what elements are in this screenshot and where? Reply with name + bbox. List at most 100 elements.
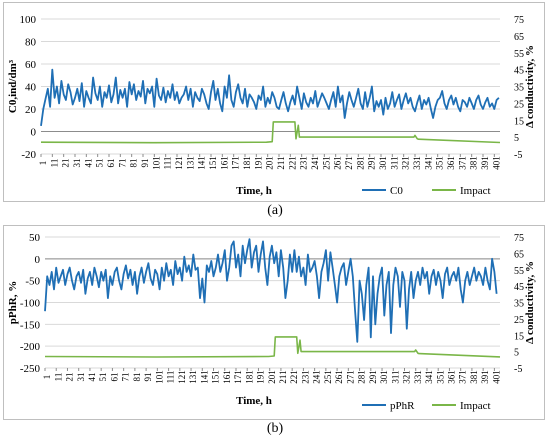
x-tick-label: 61 xyxy=(109,373,119,382)
x-tick-label: 251 xyxy=(321,156,331,170)
x-tick-label: 291 xyxy=(367,156,377,170)
x-tick-label: 191 xyxy=(253,156,263,170)
x-tick-label: 201 xyxy=(265,156,275,170)
x-tick-label: 1 xyxy=(38,161,48,166)
legend-label: Impact xyxy=(460,185,491,197)
y2-tick-label: 75 xyxy=(514,233,524,244)
y2-tick-label: 45 xyxy=(514,282,524,293)
y-tick-label: 80 xyxy=(25,37,37,49)
x-tick-label: 131 xyxy=(185,156,195,170)
x-tick-label: 331 xyxy=(413,370,423,384)
y-tick-label: 100 xyxy=(20,14,37,26)
y-tick-label: -200 xyxy=(20,341,41,353)
x-tick-label: 381 xyxy=(469,370,479,384)
y-tick-label: -20 xyxy=(21,149,36,161)
series-line-impact xyxy=(44,336,501,358)
x-tick-label: 181 xyxy=(242,156,252,170)
x-tick-label: 341 xyxy=(423,156,433,170)
y-tick-label: -150 xyxy=(20,319,41,331)
y2-tick-label: 65 xyxy=(514,249,524,260)
y2-tick-label: -5 xyxy=(514,364,522,375)
x-tick-label: 41 xyxy=(87,373,97,382)
chart-panel-b: -250 -200 -150 -100 -50 0 50 -5 5 15 25 35 45 55 65 75 1… xyxy=(3,225,545,420)
y2-axis-title: Δ conductivity, % xyxy=(524,45,536,128)
x-tick-label: 131 xyxy=(188,370,198,384)
x-tick-label: 271 xyxy=(345,370,355,384)
legend-label: Impact xyxy=(460,400,491,412)
x-tick-label: 51 xyxy=(98,373,108,382)
x-tick-label: 11 xyxy=(49,159,59,168)
x-tick-label: 311 xyxy=(389,156,399,169)
x-tick-label: 141 xyxy=(199,370,209,384)
x-tick-label: 51 xyxy=(95,159,105,168)
x-tick-label: 1 xyxy=(42,375,52,380)
x-tick-label: 361 xyxy=(446,156,456,170)
y2-tick-label: 65 xyxy=(514,32,524,43)
y2-tick-label: 35 xyxy=(514,83,524,94)
x-tick-label: 271 xyxy=(344,156,354,170)
legend-label: pPhR xyxy=(390,400,415,412)
y2-tick-label: 55 xyxy=(514,49,524,60)
x-tick-label: 221 xyxy=(289,370,299,384)
y2-tick-label: 25 xyxy=(514,315,524,326)
y-tick-label: 20 xyxy=(25,104,37,116)
x-tick-label: 71 xyxy=(121,373,131,382)
x-tick-label: 401 xyxy=(491,156,501,170)
legend-label: C0 xyxy=(390,185,403,197)
x-tick-label: 111 xyxy=(166,371,176,384)
y-tick-label: 40 xyxy=(25,82,37,94)
y-tick-label: 50 xyxy=(29,232,41,244)
x-tick-label: 181 xyxy=(244,370,254,384)
x-tick-label: 291 xyxy=(368,370,378,384)
x-tick-label: 321 xyxy=(402,370,412,384)
y2-tick-label: 15 xyxy=(514,116,524,127)
x-tick-label: 161 xyxy=(219,156,229,170)
y2-tick-label: 25 xyxy=(514,99,524,110)
x-tick-label: 71 xyxy=(117,159,127,168)
x-tick-label: 311 xyxy=(390,370,400,383)
x-tick-label: 241 xyxy=(310,156,320,170)
x-tick-label: 251 xyxy=(323,370,333,384)
chart-panel-a: -20 0 20 40 60 80 100 -5 5 15 25 35 45 55 65 75 1 11 21 31 4… xyxy=(3,2,545,202)
caption-b: (b) xyxy=(266,421,284,436)
y2-tick-label: 45 xyxy=(514,66,524,77)
x-tick-label: 351 xyxy=(435,370,445,384)
x-tick-label: 221 xyxy=(287,156,297,170)
x-tick-label: 281 xyxy=(357,370,367,384)
x-tick-label: 91 xyxy=(143,373,153,382)
x-tick-label: 21 xyxy=(65,373,75,382)
x-tick-label: 171 xyxy=(231,156,241,170)
x-tick-label: 81 xyxy=(129,159,139,168)
x-tick-label: 21 xyxy=(61,159,71,168)
x-tick-label: 161 xyxy=(222,370,232,384)
x-tick-label: 41 xyxy=(83,159,93,168)
x-tick-label: 301 xyxy=(378,156,388,170)
x-tick-label: 241 xyxy=(312,370,322,384)
x-tick-label: 151 xyxy=(211,370,221,384)
x-tick-label: 391 xyxy=(480,156,490,170)
x-tick-label: 11 xyxy=(53,373,63,382)
x-tick-label: 281 xyxy=(355,156,365,170)
x-tick-label: 331 xyxy=(412,156,422,170)
x-tick-label: 151 xyxy=(208,156,218,170)
y-axis-title: pPhR, % xyxy=(7,281,19,324)
x-tick-label: 121 xyxy=(177,370,187,384)
x-tick-label: 351 xyxy=(435,156,445,170)
series-line-c0 xyxy=(40,68,500,127)
caption-a: (a) xyxy=(267,203,283,218)
x-tick-label: 211 xyxy=(276,156,286,169)
x-tick-label: 261 xyxy=(333,156,343,170)
x-tick-label: 31 xyxy=(72,159,82,168)
y2-tick-label: 55 xyxy=(514,266,524,277)
y2-tick-label: 75 xyxy=(514,15,524,26)
x-tick-label: 231 xyxy=(299,156,309,170)
x-tick-label: 101 xyxy=(154,370,164,384)
x-tick-label: 81 xyxy=(132,373,142,382)
x-tick-label: 141 xyxy=(197,156,207,170)
y-tick-label: -250 xyxy=(20,363,41,375)
x-tick-label: 391 xyxy=(480,370,490,384)
x-tick-label: 211 xyxy=(278,370,288,383)
x-tick-label: 201 xyxy=(267,370,277,384)
y2-tick-label: 5 xyxy=(514,133,519,144)
